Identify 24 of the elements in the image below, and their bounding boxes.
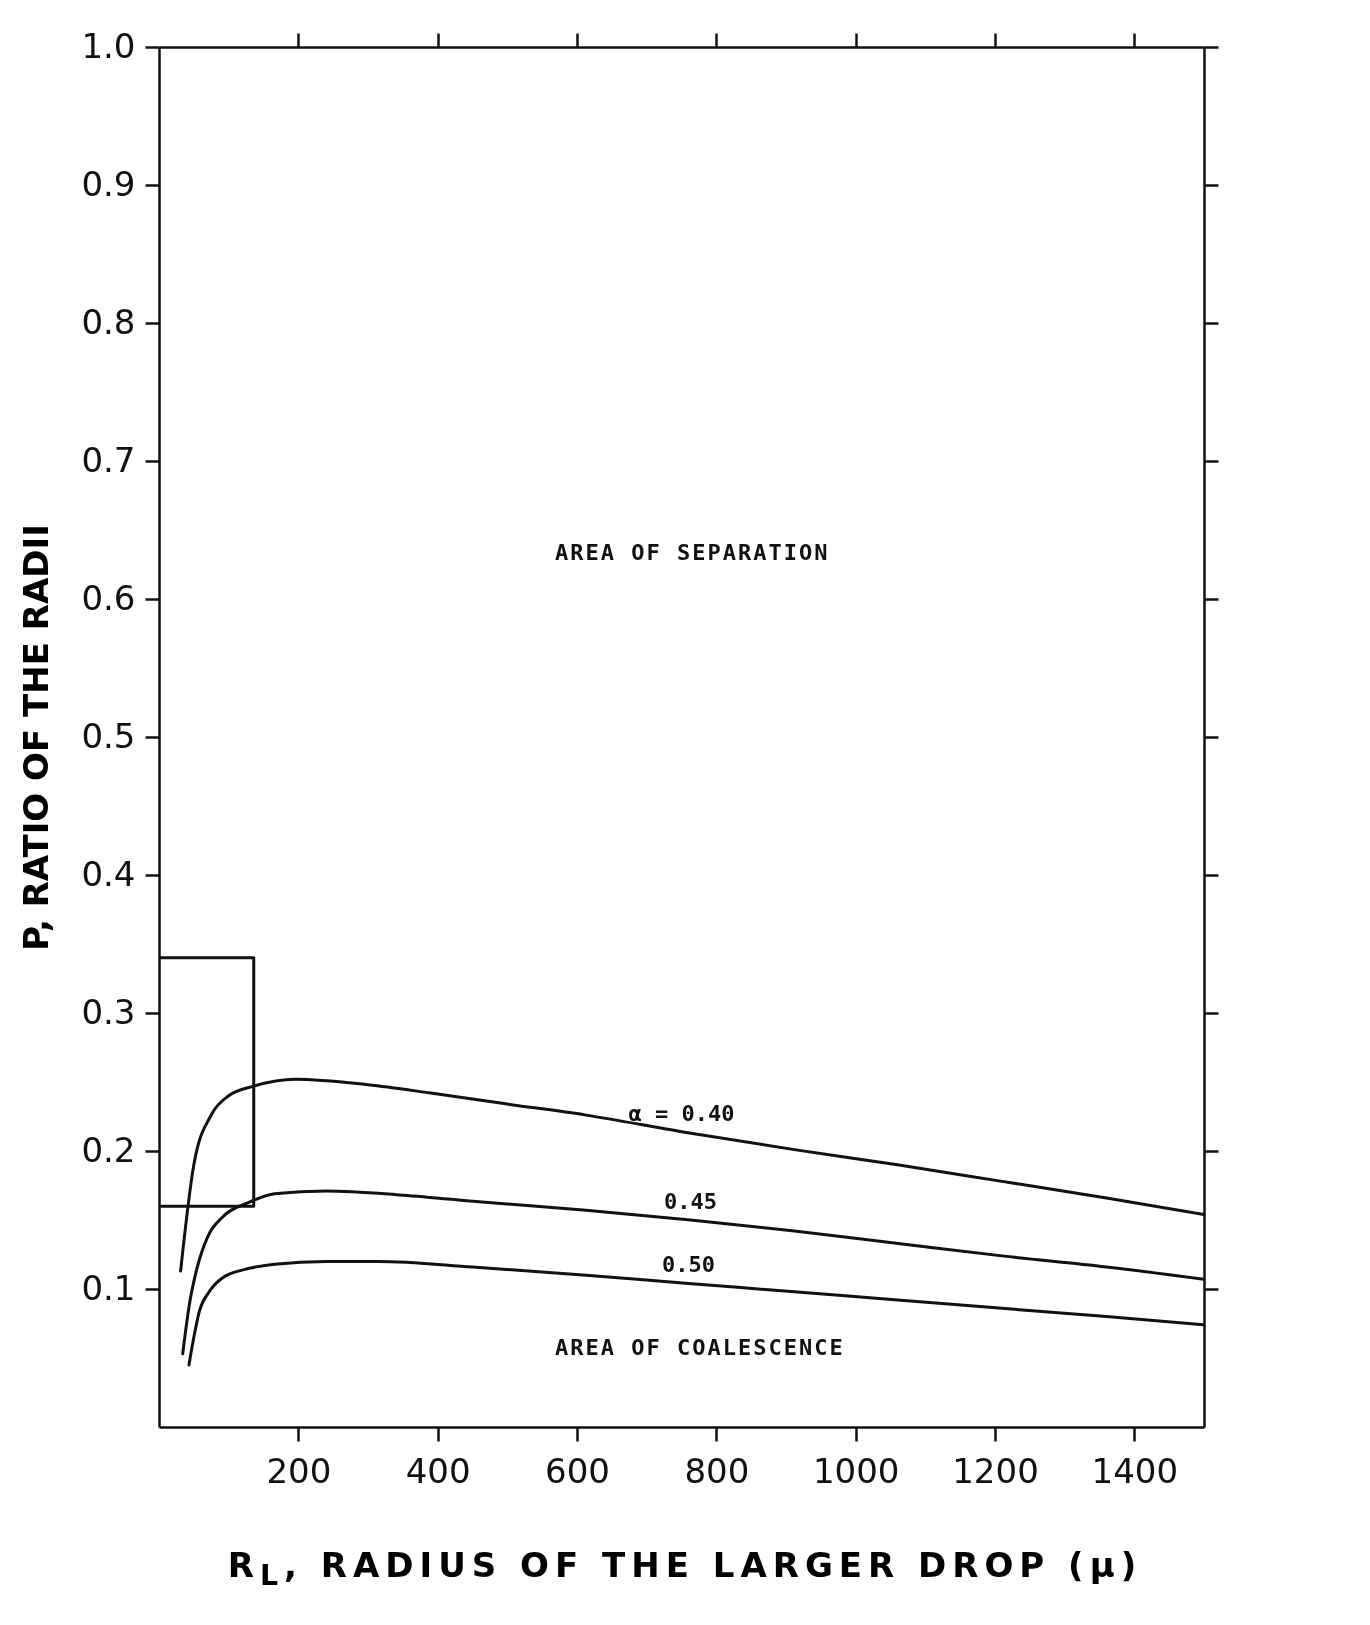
- annotation: AREA OF COALESCENCE: [555, 1335, 845, 1360]
- y-tick-label: 0.3: [81, 991, 136, 1032]
- x-tick-label: 600: [545, 1450, 610, 1491]
- x-tick-label: 1000: [812, 1450, 900, 1491]
- y-tick-label: 0.2: [81, 1129, 136, 1170]
- x-tick-label: 800: [684, 1450, 750, 1491]
- series-label: 0.45: [664, 1189, 718, 1214]
- series-label: 0.50: [661, 1252, 715, 1278]
- y-tick-label: 0.4: [81, 853, 136, 894]
- x-tick-label: 400: [405, 1450, 471, 1491]
- y-tick-label: 0.5: [81, 715, 136, 756]
- x-tick-label: 1400: [1091, 1450, 1179, 1491]
- annotation: AREA OF SEPARATION: [555, 540, 830, 565]
- y-tick-label: 0.6: [81, 577, 136, 618]
- series-label: α = 0.40: [628, 1100, 735, 1126]
- y-tick-label: 1.0: [81, 25, 136, 66]
- x-tick-label: 1200: [952, 1450, 1039, 1491]
- y-tick-label: 0.1: [81, 1267, 136, 1308]
- y-tick-label: 0.8: [81, 301, 136, 342]
- x-axis-title: R$_{L}$, RADIUS OF THE LARGER DROP (μ): [226, 1545, 1144, 1592]
- y-axis-title: P, RATIO OF THE RADII: [16, 524, 57, 951]
- y-tick-label: 0.9: [81, 163, 136, 204]
- y-tick-label: 0.7: [81, 439, 136, 480]
- x-tick-label: 200: [266, 1450, 332, 1491]
